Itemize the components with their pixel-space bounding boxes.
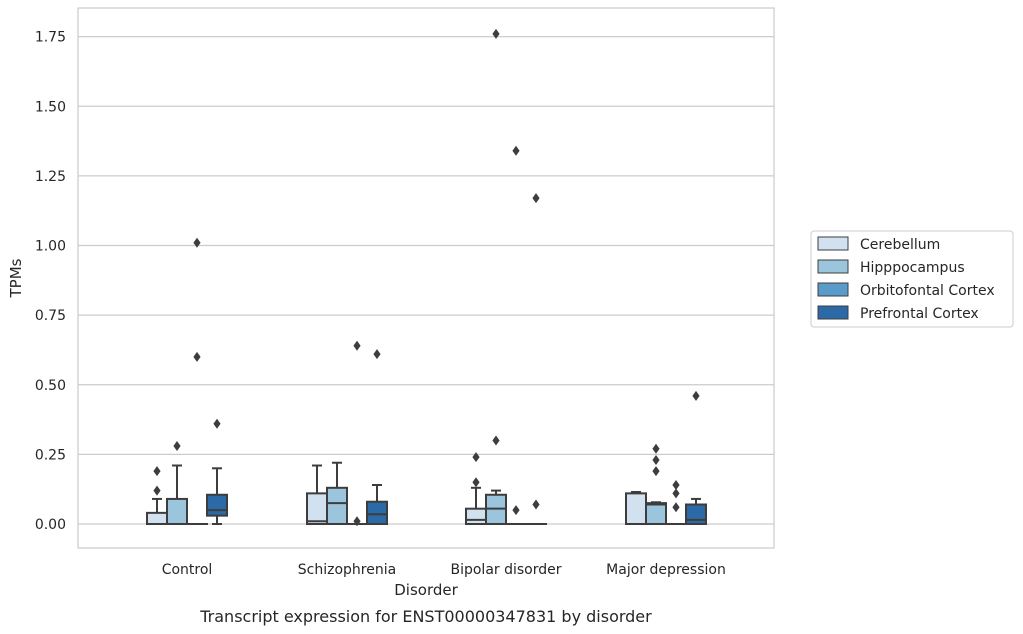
box-hipppocampus [485,28,507,526]
x-tick-label: Bipolar disorder [450,562,561,578]
box-body [306,492,328,525]
outlier-point [652,454,660,465]
box-prefrontal-cortex [685,390,707,526]
box-cerebellum [146,466,168,525]
y-tick-label: 1.50 [35,99,66,115]
box-body [206,493,228,517]
outlier-point [472,477,480,488]
outlier-point [692,390,700,401]
legend-swatch [817,282,849,297]
y-tick-label: 0.25 [35,447,66,463]
y-tick-label: 0.00 [35,517,66,533]
outlier-point [472,452,480,463]
outlier-point [512,145,520,156]
x-tick-label: Schizophrenia [298,562,396,578]
outlier-point [492,28,500,39]
box-prefrontal-cortex [366,349,388,526]
gridlines [78,36,774,525]
box-body [366,500,388,526]
legend-swatch [817,259,849,274]
outlier-point [353,516,361,527]
outlier-point [512,505,520,516]
box-orbitofontal-cortex [186,237,208,526]
box-hipppocampus [326,461,348,526]
plot-area [77,7,775,549]
box-orbitofontal-cortex [346,340,368,527]
outlier-point [672,488,680,499]
outlier-point [652,443,660,454]
y-tick-label: 1.75 [35,30,66,46]
y-tick-label: 1.25 [35,169,66,185]
outlier-point [373,349,381,360]
outlier-point [532,499,540,510]
x-axis-ticks: Control Schizophrenia Bipolar disorder Majo… [162,562,726,578]
box-orbitofontal-cortex [665,480,687,526]
x-axis-title: Disorder [394,581,458,599]
legend: Cerebellum Hipppocampus Orbitofontal Corte… [810,230,1014,328]
box-prefrontal-cortex [206,418,228,525]
box-body [326,486,348,526]
y-tick-label: 0.75 [35,308,66,324]
box-hipppocampus [166,441,188,525]
box-body [685,503,707,526]
box-prefrontal-cortex [525,193,547,526]
chart-caption: Transcript expression for ENST0000034783… [199,607,652,626]
box-cerebellum [625,490,647,525]
outlier-point [672,480,680,491]
outlier-point [672,502,680,513]
outlier-point [193,351,201,362]
outlier-point [153,466,161,477]
y-tick-label: 1.00 [35,239,66,255]
outlier-point [652,466,660,477]
legend-swatch [817,305,849,320]
outlier-point [353,340,361,351]
outlier-point [213,418,221,429]
box-body [166,497,188,525]
outlier-point [492,435,500,446]
box-series [146,28,707,527]
legend-swatch [817,236,849,251]
box-hipppocampus [645,443,667,525]
outlier-point [153,485,161,496]
outlier-point [173,441,181,452]
box-body [146,511,168,525]
legend-label: Cerebellum [860,237,940,253]
x-tick-label: Major depression [606,562,726,578]
legend-label: Prefrontal Cortex [860,306,979,322]
legend-frame [810,230,1014,328]
legend-label: Orbitofontal Cortex [860,283,995,299]
legend-label: Hipppocampus [860,260,965,276]
box-body [645,502,667,525]
legend-items: Cerebellum Hipppocampus Orbitofontal Corte… [817,236,995,322]
y-axis-ticks: 0.00 0.25 0.50 0.75 1.00 1.25 1.50 1.75 [35,30,66,533]
box-body [465,507,487,525]
y-tick-label: 0.50 [35,378,66,394]
outlier-point [532,193,540,204]
box-body [625,492,647,525]
outlier-point [193,237,201,248]
x-tick-label: Control [162,562,213,578]
y-axis-title: TPMs [7,258,25,298]
